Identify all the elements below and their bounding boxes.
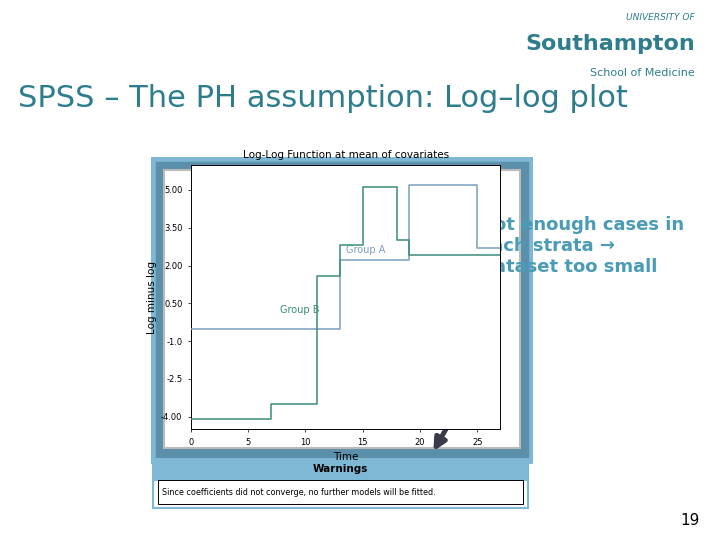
- Text: 19: 19: [680, 513, 700, 528]
- X-axis label: Time: Time: [333, 452, 359, 462]
- Text: Group B: Group B: [280, 306, 320, 315]
- Text: Group A: Group A: [346, 245, 385, 255]
- Title: Log-Log Function at mean of covariates: Log-Log Function at mean of covariates: [243, 150, 449, 160]
- Text: Warnings: Warnings: [313, 464, 368, 474]
- Text: Not enough cases in
each strata →
Dataset too small: Not enough cases in each strata → Datase…: [479, 216, 684, 275]
- Bar: [153, 459, 528, 481]
- Bar: [164, 170, 520, 448]
- Bar: [158, 480, 523, 504]
- Bar: [151, 157, 533, 464]
- Text: School of Medicine: School of Medicine: [590, 68, 695, 78]
- Bar: [157, 163, 527, 457]
- FancyArrowPatch shape: [436, 342, 495, 447]
- Bar: [153, 459, 528, 508]
- Text: Southampton: Southampton: [525, 34, 695, 54]
- Text: Since coefficients did not converge, no further models will be fitted.: Since coefficients did not converge, no …: [162, 488, 436, 497]
- Y-axis label: Log minus log: Log minus log: [147, 260, 157, 334]
- Text: SPSS – The PH assumption: Log–log plot: SPSS – The PH assumption: Log–log plot: [18, 84, 628, 113]
- Text: UNIVERSITY OF: UNIVERSITY OF: [626, 14, 695, 23]
